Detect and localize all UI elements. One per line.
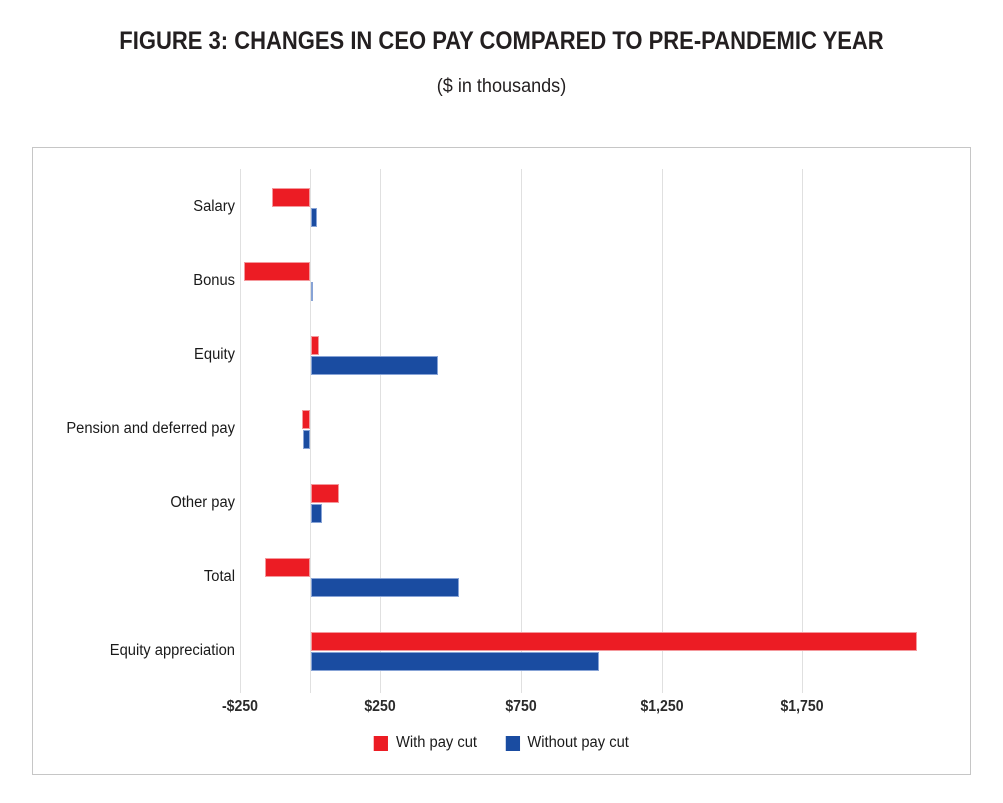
category-label: Salary (193, 198, 235, 215)
bar-without-pay-cut (311, 504, 323, 523)
x-axis-tick-label: $1,750 (780, 698, 824, 715)
legend-swatch-with-pay-cut (374, 735, 389, 751)
legend-swatch-without-pay-cut (505, 735, 520, 751)
bar-with-pay-cut (265, 558, 310, 577)
x-axis-tick-label: -$250 (221, 698, 258, 715)
bar-with-pay-cut (311, 484, 340, 503)
bar-without-pay-cut (311, 652, 600, 671)
x-axis-tick-label: $1,250 (640, 698, 684, 715)
legend-label: Without pay cut (527, 734, 629, 751)
bar-without-pay-cut (311, 208, 317, 227)
x-axis-tick-label: $750 (505, 698, 537, 715)
category-label: Equity (194, 346, 235, 363)
category-label: Total (203, 568, 235, 585)
bar-with-pay-cut (311, 336, 320, 355)
bar-with-pay-cut (272, 188, 310, 207)
category-label: Other pay (170, 494, 235, 511)
bar-without-pay-cut (311, 356, 438, 375)
category-label: Pension and deferred pay (66, 420, 235, 437)
chart-legend: With pay cut Without pay cut (56, 734, 946, 752)
legend-label: With pay cut (395, 734, 478, 751)
x-axis-tick-label: $250 (364, 698, 396, 715)
figure-subtitle: ($ in thousands) (436, 76, 567, 97)
gridline (802, 169, 804, 693)
gridline (661, 169, 663, 693)
legend-item-without-pay-cut: Without pay cut (505, 734, 629, 752)
figure-title: FIGURE 3: CHANGES IN CEO PAY COMPARED TO… (119, 27, 884, 55)
category-label: Equity appreciation (109, 642, 235, 659)
gridline (239, 169, 241, 693)
gridline (520, 169, 522, 693)
bar-with-pay-cut (311, 632, 918, 651)
bar-with-pay-cut (243, 262, 310, 281)
bar-without-pay-cut (311, 578, 459, 597)
gridline (380, 169, 382, 693)
bar-without-pay-cut (303, 430, 310, 449)
bar-with-pay-cut (301, 410, 310, 429)
category-label: Bonus (193, 272, 235, 289)
bar-chart: Salary Bonus Equity Pension and deferred pa… (32, 147, 971, 775)
bar-without-pay-cut (311, 282, 313, 301)
zero-axis-line (310, 169, 311, 693)
legend-item-with-pay-cut: With pay cut (374, 734, 477, 752)
